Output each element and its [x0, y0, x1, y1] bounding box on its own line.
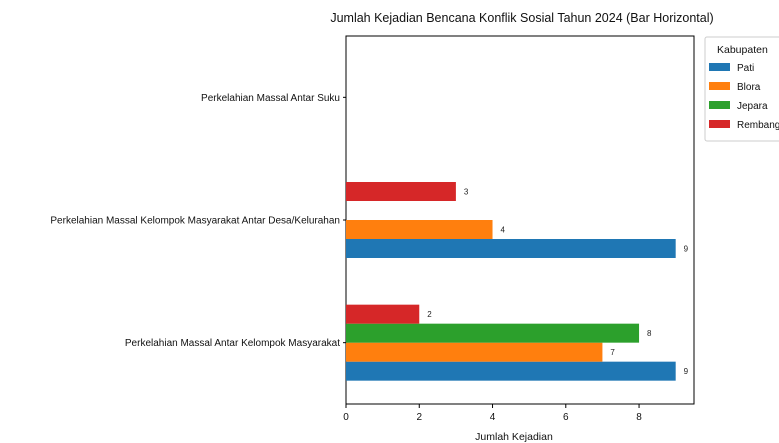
bar-blora — [346, 220, 493, 239]
x-tick-label: 8 — [636, 412, 642, 423]
category-label: Perkelahian Massal Kelompok Masyarakat A… — [50, 216, 340, 227]
legend-swatch-blora — [709, 82, 730, 90]
x-tick-label: 0 — [343, 412, 349, 423]
bar-pati — [346, 361, 676, 381]
x-axis-ticks: 0 2 4 6 8 — [343, 404, 642, 423]
legend-title: Kabupaten — [717, 44, 768, 56]
x-tick-label: 6 — [563, 412, 569, 423]
legend-entry-label: Pati — [737, 63, 754, 74]
category-labels: Perkelahian Massal Antar Kelompok Masyar… — [50, 93, 346, 349]
bar-rembang — [346, 182, 456, 201]
bar-rembang — [346, 304, 420, 324]
chart-title: Jumlah Kejadian Bencana Konflik Sosial T… — [330, 11, 713, 25]
data-label: 8 — [647, 329, 652, 338]
category-label: Perkelahian Massal Antar Kelompok Masyar… — [125, 338, 340, 349]
x-tick-label: 4 — [490, 412, 496, 423]
data-label: 9 — [684, 245, 689, 254]
legend-entry-label: Blora — [737, 82, 761, 93]
bar-blora — [346, 342, 603, 362]
x-axis-label: Jumlah Kejadian — [475, 431, 553, 443]
legend-swatch-jepara — [709, 101, 730, 109]
data-label: 4 — [501, 226, 506, 235]
bar-pati — [346, 239, 676, 258]
legend-swatch-rembang — [709, 120, 730, 128]
bar-jepara — [346, 323, 640, 343]
data-label: 7 — [610, 348, 615, 357]
data-label: 3 — [464, 188, 469, 197]
data-label: 9 — [684, 367, 689, 376]
category-label: Perkelahian Massal Antar Suku — [201, 93, 340, 104]
legend-entry-label: Jepara — [737, 101, 768, 112]
x-tick-label: 2 — [416, 412, 422, 423]
legend-entry-label: Rembang — [737, 120, 779, 131]
legend-swatch-pati — [709, 63, 730, 71]
data-label: 2 — [427, 310, 432, 319]
bars-group: 9 7 8 2 9 4 3 — [346, 182, 689, 381]
legend: Kabupaten Pati Blora Jepara Rembang — [704, 36, 779, 142]
